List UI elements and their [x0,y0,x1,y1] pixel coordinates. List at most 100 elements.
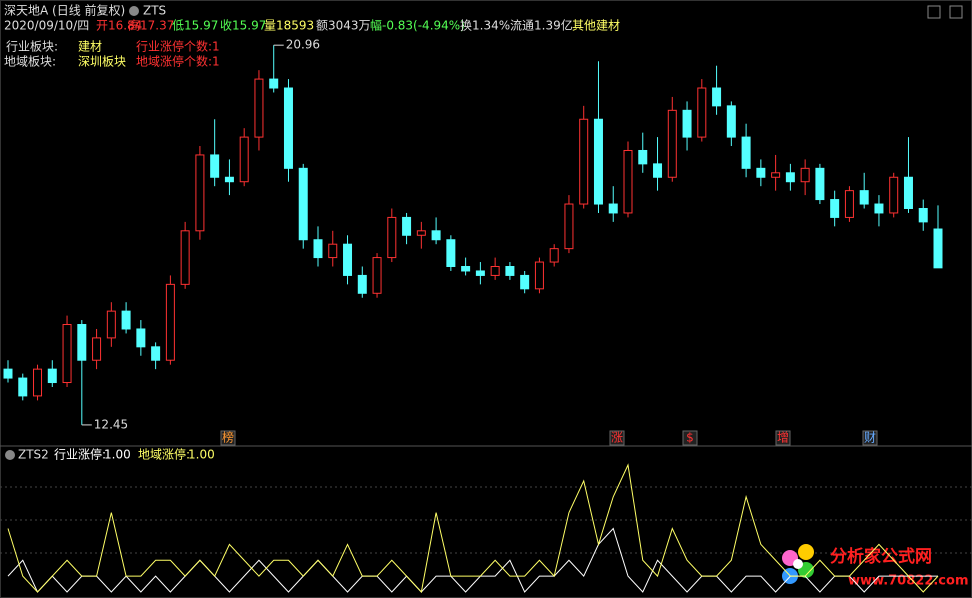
candle-body [534,261,544,290]
indicator-icon [129,6,139,16]
candle-body [785,172,795,183]
candle-body [18,377,28,397]
max-label: 20.96 [286,38,320,52]
candle-body [874,203,884,214]
candle-body [3,368,13,379]
candle-body [343,243,353,276]
candle-body [756,167,766,178]
info-item: 低15.97 [172,19,218,33]
candle-body [623,149,633,214]
legend-label: 行业涨停: [54,447,106,462]
info-item: 流通1.39亿 [510,18,573,33]
watermark-name: 分析家公式网 [830,546,932,567]
info-item: 额3043万 [316,19,371,33]
indicator-line [7,527,938,593]
candle-body [357,274,367,294]
candle-body [298,167,308,241]
candle-body [239,136,249,183]
candle-body [918,207,928,223]
event-box [220,430,236,446]
indicator-name: ZTS [143,4,166,18]
info-item: 2020/09/10/四 [4,19,89,33]
candle-body [224,176,234,183]
candle-body [800,167,810,183]
event-box [862,430,878,446]
event-box [682,430,698,446]
candle-body [165,283,175,361]
info-item: 收15.97 [220,19,266,33]
candle-body [195,154,205,232]
event-label: 增 [777,431,789,445]
candle-body [844,190,854,218]
stock-title: 深天地A (日线 前复权) [4,3,125,18]
candle-body [593,118,603,205]
candle-body [313,239,323,259]
candle-body [490,266,500,276]
region-label: 地域板块: [4,55,56,69]
candle-body [712,87,722,107]
event-label: 涨 [611,430,623,445]
candle-body [33,368,43,397]
candle-body [151,346,161,361]
info-item: 换1.34% [460,19,510,33]
candle-body [653,163,663,178]
candle-body [726,105,736,138]
candle-body [771,172,781,178]
candle-body [859,190,869,205]
indicator-line [7,463,939,594]
info-item: 高17.37 [128,18,174,33]
candle-body [416,230,426,236]
candle-body [269,78,279,89]
legend-label: 地域涨停: [138,447,190,462]
logo-petal [798,544,814,560]
candle-body [697,87,707,138]
candle-body [475,270,485,276]
candle-body [402,216,412,236]
indicator2-icon [5,450,15,460]
close-button[interactable] [949,5,963,19]
event-label: $ [686,431,694,445]
candle-body [47,368,57,384]
candle-body [520,274,530,290]
candle-body [682,109,692,138]
candle-body [180,230,190,285]
legend-value: 1.00 [188,448,215,462]
info-item: 量18593 [264,19,314,33]
logo-center [793,559,803,569]
info-item: 其他建材 [572,19,620,33]
candle-body [549,248,559,263]
candle-body [889,176,899,214]
region-count: 地域涨停个数:1 [136,54,220,69]
indicator2-name: ZTS2 [18,448,49,462]
settings-button[interactable] [927,5,941,19]
candle-body [254,78,264,138]
candle-body [121,310,131,330]
candle-body [579,118,589,205]
industry-count: 行业涨停个数:1 [136,39,220,54]
event-box [609,430,625,446]
event-label: 榜 [222,430,234,445]
candle-body [136,328,146,348]
candle-body [387,216,397,259]
candle-body [372,257,382,294]
info-item: 幅-0.83(-4.94%) [370,18,465,33]
candle-body [830,199,840,218]
candle-body [461,266,471,272]
info-item: 开16.84 [96,19,142,33]
candle-body [933,228,943,269]
candle-body [446,239,456,268]
industry: 建材 [78,40,102,54]
legend-value: 1.00 [104,448,131,462]
candle-body [638,149,648,165]
candle-body [62,324,72,384]
candle-body [608,203,618,214]
candle-body [92,337,102,361]
candle-body [77,324,87,361]
candle-body [741,136,751,169]
region: 深圳板块 [78,55,126,69]
candle-body [505,266,515,276]
